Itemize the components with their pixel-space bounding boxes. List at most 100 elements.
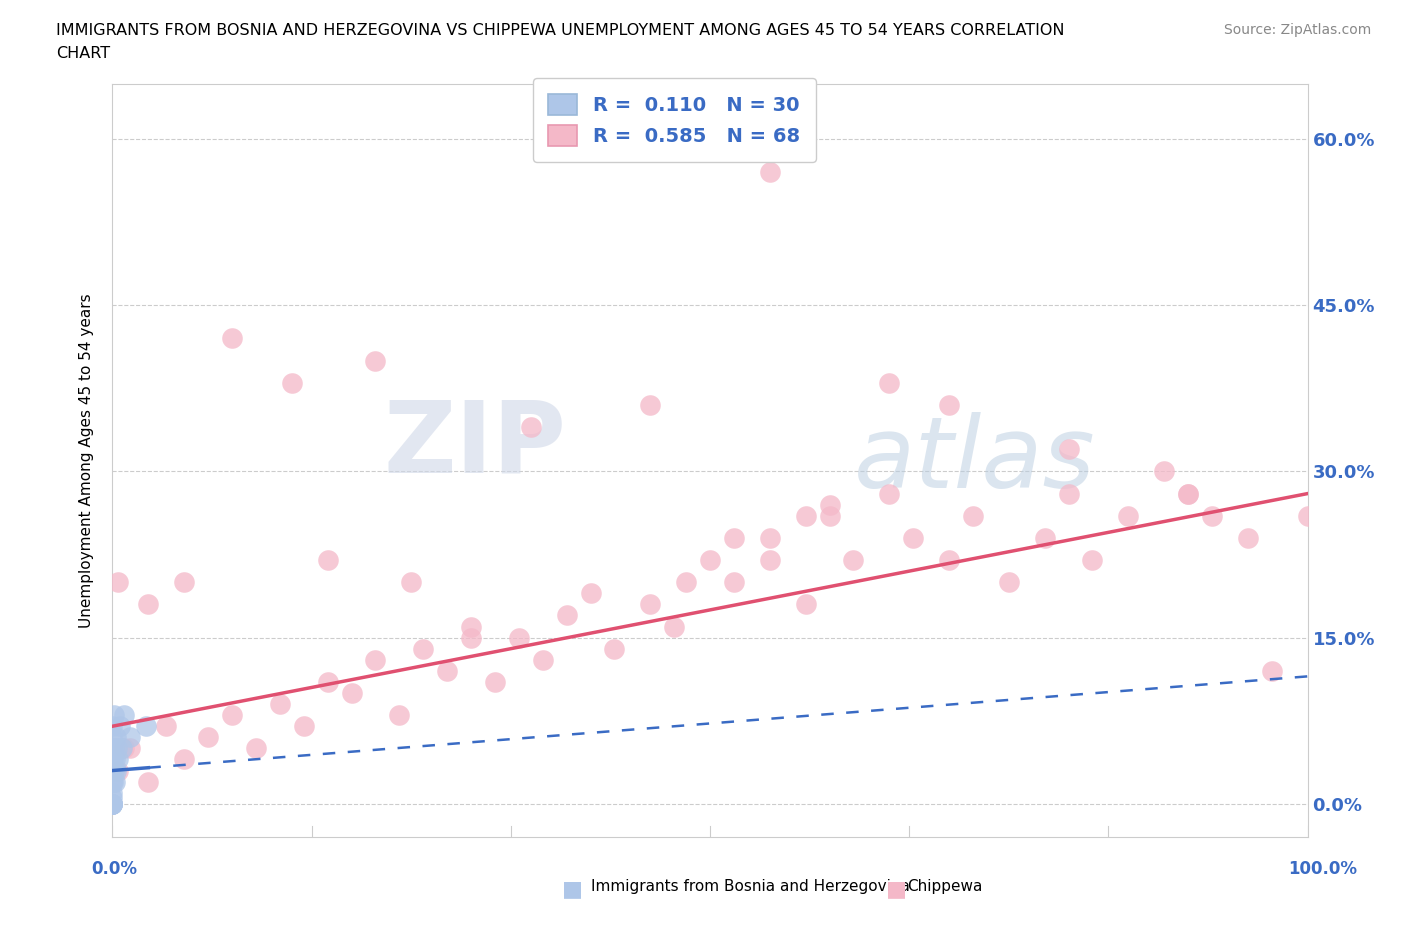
Point bbox=[938, 552, 960, 567]
Point bbox=[101, 796, 124, 811]
Point bbox=[879, 486, 901, 501]
Point bbox=[555, 608, 578, 623]
Point bbox=[221, 708, 243, 723]
Text: atlas: atlas bbox=[853, 412, 1095, 509]
Point bbox=[101, 796, 124, 811]
Point bbox=[101, 774, 124, 789]
Point bbox=[221, 331, 243, 346]
Point bbox=[1201, 509, 1223, 524]
Point bbox=[1153, 464, 1175, 479]
Text: IMMIGRANTS FROM BOSNIA AND HERZEGOVINA VS CHIPPEWA UNEMPLOYMENT AMONG AGES 45 TO: IMMIGRANTS FROM BOSNIA AND HERZEGOVINA V… bbox=[56, 23, 1064, 38]
Text: Chippewa: Chippewa bbox=[907, 879, 983, 894]
Text: Source: ZipAtlas.com: Source: ZipAtlas.com bbox=[1223, 23, 1371, 37]
Point bbox=[101, 730, 124, 745]
Point bbox=[104, 774, 127, 789]
Point bbox=[723, 530, 745, 545]
Point bbox=[842, 552, 865, 567]
Point bbox=[388, 708, 411, 723]
Point bbox=[340, 685, 363, 700]
Point bbox=[173, 575, 195, 590]
Point bbox=[281, 376, 304, 391]
Point bbox=[818, 509, 841, 524]
Point bbox=[120, 730, 142, 745]
Point bbox=[245, 741, 267, 756]
Text: ■: ■ bbox=[562, 879, 583, 899]
Point bbox=[1261, 663, 1284, 678]
Point bbox=[103, 741, 125, 756]
Point bbox=[879, 376, 901, 391]
Point bbox=[364, 652, 387, 667]
Point bbox=[104, 752, 127, 767]
Point bbox=[101, 752, 124, 767]
Point bbox=[107, 752, 129, 767]
Point bbox=[138, 597, 160, 612]
Point bbox=[101, 764, 124, 778]
Point bbox=[105, 764, 128, 778]
Point bbox=[401, 575, 423, 590]
Point bbox=[316, 674, 339, 689]
Point bbox=[1118, 509, 1140, 524]
Text: ZIP: ZIP bbox=[384, 397, 567, 494]
Point bbox=[103, 708, 125, 723]
Point bbox=[101, 719, 124, 734]
Point bbox=[101, 796, 124, 811]
Point bbox=[603, 642, 626, 657]
Point bbox=[412, 642, 434, 657]
Point bbox=[818, 498, 841, 512]
Point bbox=[292, 719, 315, 734]
Point bbox=[1177, 486, 1199, 501]
Point bbox=[699, 552, 721, 567]
Point bbox=[364, 353, 387, 368]
Point bbox=[794, 509, 817, 524]
Point bbox=[101, 752, 124, 767]
Point bbox=[759, 530, 782, 545]
Text: CHART: CHART bbox=[56, 46, 110, 61]
Point bbox=[107, 764, 129, 778]
Point bbox=[723, 575, 745, 590]
Point bbox=[108, 719, 131, 734]
Point bbox=[101, 796, 124, 811]
Point bbox=[1081, 552, 1104, 567]
Point bbox=[460, 619, 482, 634]
Point bbox=[675, 575, 697, 590]
Point bbox=[998, 575, 1021, 590]
Point bbox=[484, 674, 506, 689]
Point bbox=[1296, 509, 1319, 524]
Point bbox=[903, 530, 925, 545]
Point bbox=[640, 597, 662, 612]
Point bbox=[664, 619, 686, 634]
Point bbox=[114, 741, 135, 756]
Point bbox=[105, 730, 128, 745]
Point bbox=[962, 509, 984, 524]
Point bbox=[111, 741, 134, 756]
Point bbox=[138, 774, 160, 789]
Point bbox=[197, 730, 219, 745]
Legend: R =  0.110   N = 30, R =  0.585   N = 68: R = 0.110 N = 30, R = 0.585 N = 68 bbox=[533, 78, 815, 162]
Point bbox=[531, 652, 554, 667]
Point bbox=[316, 552, 339, 567]
Point bbox=[135, 719, 157, 734]
Point bbox=[759, 165, 782, 179]
Point bbox=[1177, 486, 1199, 501]
Point bbox=[508, 631, 530, 645]
Point bbox=[794, 597, 817, 612]
Point bbox=[1237, 530, 1260, 545]
Text: 0.0%: 0.0% bbox=[91, 860, 138, 878]
Point bbox=[173, 752, 195, 767]
Point bbox=[105, 741, 128, 756]
Point bbox=[107, 575, 129, 590]
Text: Immigrants from Bosnia and Herzegovina: Immigrants from Bosnia and Herzegovina bbox=[591, 879, 910, 894]
Point bbox=[1057, 442, 1080, 457]
Point bbox=[114, 708, 135, 723]
Point bbox=[460, 631, 482, 645]
Point bbox=[579, 586, 602, 601]
Point bbox=[269, 697, 291, 711]
Point bbox=[103, 764, 125, 778]
Point bbox=[120, 741, 142, 756]
Point bbox=[101, 741, 124, 756]
Point bbox=[155, 719, 177, 734]
Point bbox=[1057, 486, 1080, 501]
Text: ■: ■ bbox=[886, 879, 907, 899]
Point bbox=[101, 774, 124, 789]
Point bbox=[759, 552, 782, 567]
